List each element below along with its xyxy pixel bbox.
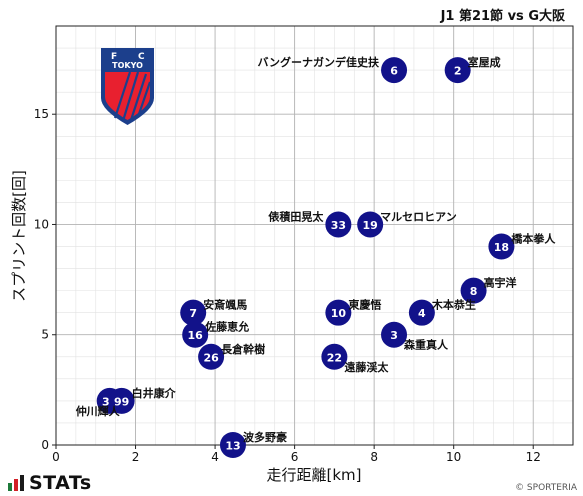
player-number: 8 [470, 285, 478, 298]
emblem-word: TOKYO [112, 61, 143, 70]
x-tick-label: 10 [446, 450, 461, 464]
player-point [325, 299, 352, 326]
player-name-label: 橋本拳人 [511, 232, 556, 246]
player-name-label: 遠藤渓太 [344, 360, 389, 374]
stats-bar-red [14, 479, 18, 491]
player-point [381, 321, 408, 348]
stats-logo-text: STATs [29, 472, 92, 494]
player-number: 26 [203, 351, 219, 364]
player-number: 33 [331, 219, 346, 232]
stats-logo: STATs [8, 472, 92, 494]
data-points: 62331918871041632622399913 [96, 57, 515, 458]
player-point [460, 277, 487, 304]
player-point [488, 233, 515, 260]
y-tick-label: 5 [41, 328, 49, 342]
chart-title: J1 第21節 vs G大阪 [440, 8, 566, 24]
x-tick-label: 4 [211, 450, 219, 464]
x-tick-label: 8 [370, 450, 378, 464]
player-number: 4 [418, 307, 426, 320]
player-number: 3 [390, 329, 398, 342]
player-name-label: 白井康介 [132, 386, 177, 400]
player-number: 19 [363, 219, 378, 232]
y-axis-ticks: 0 5 10 15 [34, 107, 56, 452]
player-name-label: 佐藤恵允 [204, 320, 249, 334]
player-point [108, 387, 135, 414]
x-tick-label: 0 [52, 450, 60, 464]
x-tick-label: 12 [526, 450, 541, 464]
stats-logo-bars [8, 475, 24, 491]
player-point [325, 211, 352, 238]
player-name-label: 木本恭生 [431, 298, 476, 312]
copyright-credit: © SPORTERIA [515, 483, 577, 493]
player-name-label: 高宇洋 [484, 276, 517, 290]
y-tick-label: 15 [34, 107, 49, 121]
emblem-letter-f: F [111, 52, 117, 62]
y-tick-label: 10 [34, 217, 49, 231]
x-axis-label: 走行距離[km] [266, 466, 361, 484]
player-number: 22 [327, 351, 342, 364]
stats-bar-black [20, 475, 24, 491]
player-name-label: マルセロヒアン [380, 210, 457, 223]
player-number: 99 [114, 395, 129, 408]
x-tick-label: 6 [291, 450, 299, 464]
player-name-label: 森重真人 [404, 338, 449, 352]
player-name-label: 東慶悟 [348, 298, 381, 312]
player-point [408, 299, 435, 326]
emblem-letter-c: C [138, 52, 145, 62]
player-name-label: 仲川輝人 [76, 404, 121, 418]
player-point [444, 57, 471, 84]
stats-bar-green [8, 483, 12, 491]
player-number: 16 [188, 329, 204, 342]
player-point [321, 343, 348, 370]
player-point [198, 343, 225, 370]
plot-area-frame [55, 25, 574, 446]
player-name-label: 安斎颯馬 [203, 298, 247, 312]
player-number: 18 [494, 241, 509, 254]
player-number: 13 [225, 440, 240, 453]
y-axis-label: スプリント回数[回] [10, 170, 28, 302]
player-point [180, 299, 207, 326]
player-name-label: 室屋成 [468, 55, 501, 69]
player-number: 7 [189, 307, 197, 320]
player-name-label: 波多野豪 [243, 430, 287, 444]
player-point [182, 321, 209, 348]
emblem-stripes [113, 71, 152, 122]
x-axis-ticks: 0 2 4 6 8 10 12 [52, 445, 541, 464]
player-point [219, 432, 246, 458]
player-point [357, 211, 384, 238]
y-tick-label: 0 [41, 438, 49, 452]
x-tick-label: 2 [132, 450, 140, 464]
player-name-label: バングーナガンデ佳史扶 [257, 55, 380, 69]
player-name-label: 俵積田晃太 [268, 209, 324, 223]
team-emblem: F C TOKYO [101, 48, 154, 125]
player-number: 2 [454, 65, 462, 78]
player-name-label: 長倉幹樹 [221, 342, 265, 356]
player-number: 10 [331, 307, 347, 320]
emblem-inner [105, 72, 150, 120]
player-number: 6 [390, 65, 398, 78]
player-point [381, 57, 408, 84]
